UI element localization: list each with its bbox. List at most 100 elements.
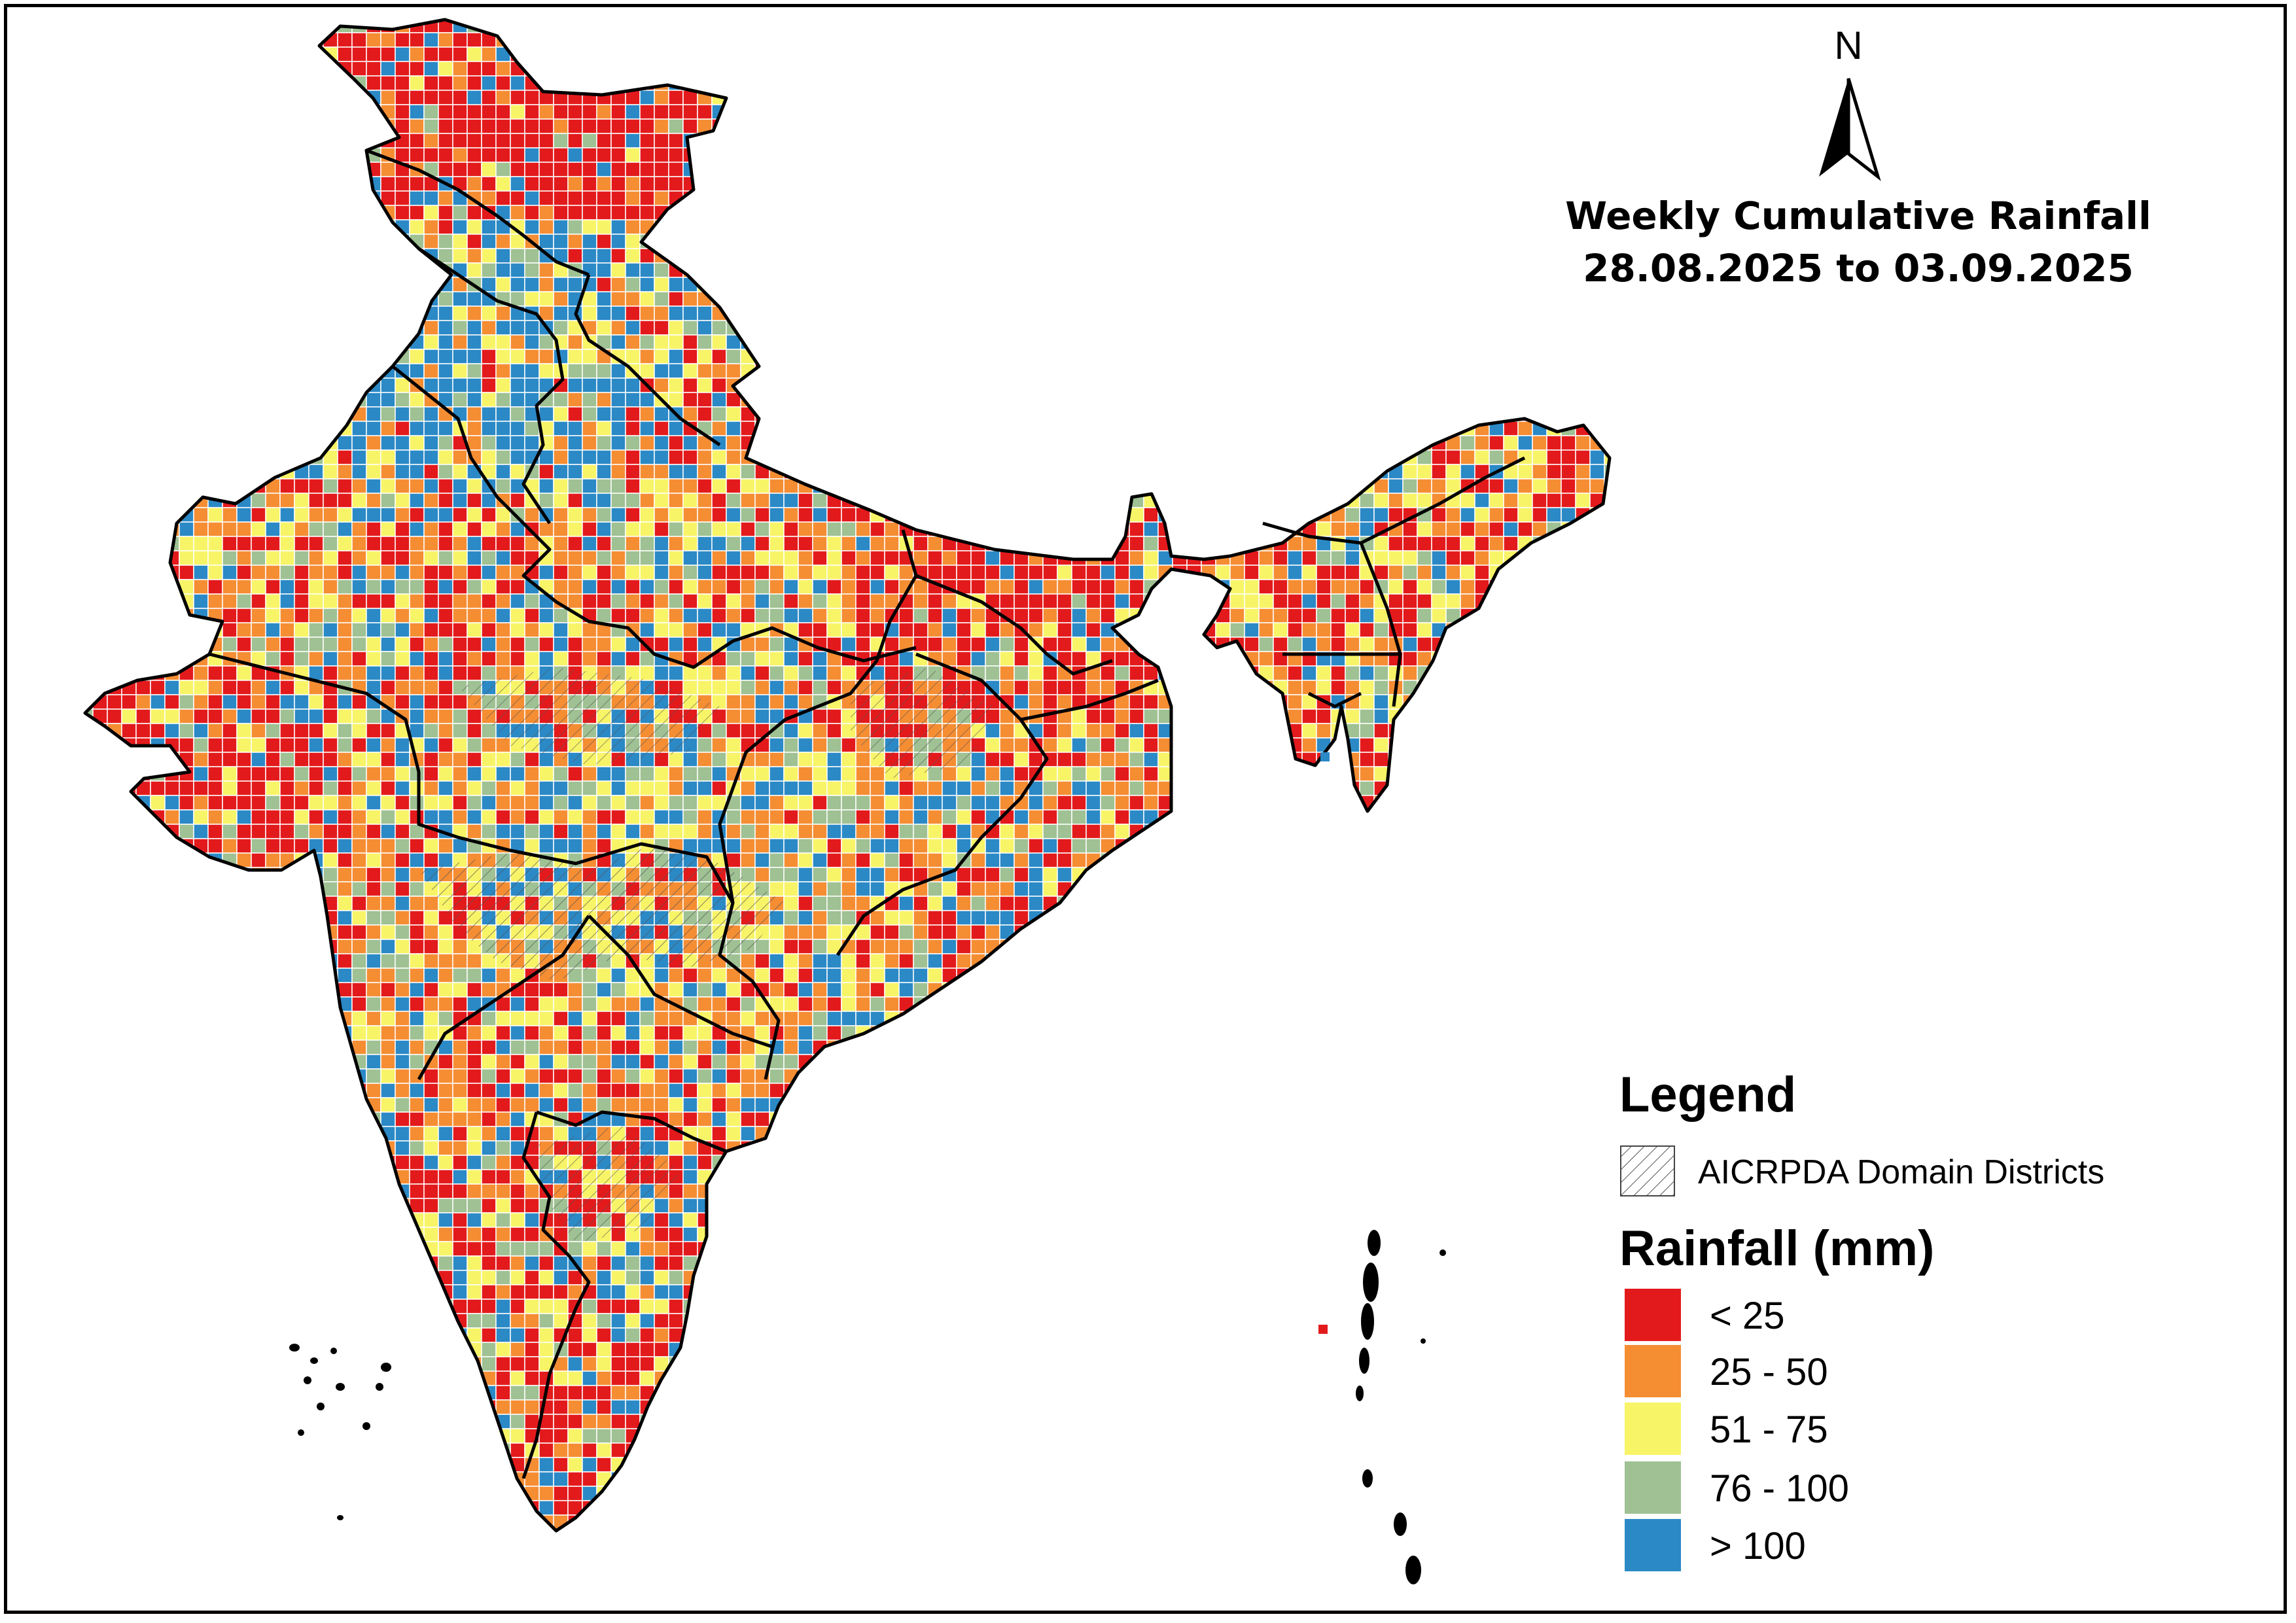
rainfall-grid-cell <box>1359 521 1375 537</box>
rainfall-grid-cell <box>467 406 482 422</box>
rainfall-grid-cell <box>1402 651 1418 667</box>
rainfall-grid-cell <box>1575 104 1591 120</box>
rainfall-grid-cell <box>913 536 928 551</box>
rainfall-grid-cell <box>207 507 223 523</box>
rainfall-grid-cell <box>1086 637 1101 652</box>
rainfall-grid-cell <box>855 363 871 379</box>
rainfall-grid-cell <box>107 651 122 667</box>
rainfall-grid-cell <box>1417 118 1432 134</box>
rainfall-grid-cell <box>1071 61 1087 77</box>
rainfall-grid-cell <box>783 262 799 278</box>
rainfall-grid-cell <box>251 334 266 350</box>
rainfall-grid-cell <box>265 435 281 451</box>
rainfall-grid-cell <box>337 478 353 494</box>
rainfall-grid-cell <box>1373 507 1389 523</box>
rainfall-grid-cell <box>1402 90 1418 105</box>
rainfall-grid-cell <box>1388 478 1404 494</box>
rainfall-grid-cell <box>654 478 669 494</box>
rainfall-grid-cell <box>1172 20 1188 33</box>
rainfall-grid-cell <box>452 637 468 652</box>
rainfall-grid-cell <box>294 651 309 667</box>
rainfall-grid-cell <box>654 277 669 292</box>
rainfall-grid-cell <box>711 205 727 220</box>
rainfall-grid-cell <box>294 46 309 62</box>
rainfall-grid-cell <box>1244 234 1260 249</box>
rainfall-grid-cell <box>1244 579 1260 595</box>
rainfall-grid-cell <box>351 176 367 192</box>
rainfall-grid-cell <box>395 406 410 422</box>
rainfall-grid-cell <box>279 593 295 609</box>
rainfall-grid-cell <box>884 61 900 77</box>
rainfall-grid-cell <box>452 234 468 249</box>
rainfall-grid-cell <box>913 507 928 523</box>
rainfall-grid-cell <box>870 550 885 566</box>
rainfall-grid-cell <box>351 32 367 48</box>
rainfall-grid-cell <box>193 305 209 321</box>
rainfall-grid-cell <box>1359 262 1375 278</box>
rainfall-grid-cell <box>726 579 741 595</box>
rainfall-grid-cell <box>366 435 381 451</box>
rainfall-grid-cell <box>668 90 684 105</box>
rainfall-grid-cell <box>582 32 597 48</box>
rainfall-grid-cell <box>913 90 928 105</box>
rainfall-grid-cell <box>1503 622 1519 638</box>
rainfall-grid-cell <box>1417 219 1432 235</box>
rainfall-grid-cell <box>1359 637 1375 652</box>
rainfall-grid-cell <box>668 46 684 62</box>
rainfall-grid-cell <box>1201 406 1216 422</box>
rainfall-grid-cell <box>927 20 943 33</box>
rainfall-grid-cell <box>179 219 194 235</box>
rainfall-grid-cell <box>1057 291 1072 307</box>
rainfall-grid-cell <box>279 46 295 62</box>
rainfall-grid-cell <box>85 377 94 393</box>
rainfall-grid-cell <box>1071 392 1087 408</box>
rainfall-grid-cell <box>92 75 108 91</box>
rainfall-grid-cell <box>1373 190 1389 206</box>
rainfall-grid-cell <box>1532 363 1547 379</box>
rainfall-grid-cell <box>1373 536 1389 551</box>
rainfall-grid-cell <box>1157 32 1173 48</box>
rainfall-grid-cell <box>1229 435 1245 451</box>
rainfall-grid-cell <box>1345 277 1360 292</box>
rainfall-grid-cell <box>481 507 497 523</box>
rainfall-grid-cell <box>999 536 1015 551</box>
rainfall-grid-cell <box>193 234 209 249</box>
rainfall-grid-cell <box>1561 406 1576 422</box>
rainfall-grid-cell <box>596 248 612 264</box>
rainfall-grid-cell <box>1129 349 1144 364</box>
rainfall-grid-cell <box>1345 435 1360 451</box>
rainfall-grid-cell <box>481 305 497 321</box>
rainfall-grid-cell <box>150 550 166 566</box>
rainfall-grid-cell <box>1172 162 1188 177</box>
rainfall-grid-cell <box>654 20 669 33</box>
rainfall-grid-cell <box>1503 162 1519 177</box>
rainfall-grid-cell <box>1445 262 1461 278</box>
rainfall-grid-cell <box>1244 32 1260 48</box>
rainfall-grid-cell <box>1330 449 1346 465</box>
rainfall-grid-cell <box>682 478 698 494</box>
rainfall-grid-cell <box>1417 277 1432 292</box>
rainfall-grid-cell <box>985 234 1000 249</box>
rainfall-grid-cell <box>1604 593 1610 609</box>
rainfall-grid-cell <box>222 550 238 566</box>
rainfall-grid-cell <box>740 536 756 551</box>
rainfall-grid-cell <box>898 507 914 523</box>
rainfall-grid-cell <box>337 104 353 120</box>
rainfall-grid-cell <box>452 61 468 77</box>
rainfall-grid-cell <box>265 320 281 336</box>
rainfall-grid-cell <box>596 176 612 192</box>
rainfall-grid-cell <box>1301 219 1317 235</box>
rainfall-grid-cell <box>294 680 309 695</box>
rainfall-grid-cell <box>1244 291 1260 307</box>
rainfall-grid-cell <box>711 20 727 33</box>
rainfall-grid-cell <box>452 363 468 379</box>
rainfall-grid-cell <box>409 205 425 220</box>
rainfall-grid-cell <box>884 449 900 465</box>
rainfall-grid-cell <box>1503 90 1519 105</box>
rainfall-grid-cell <box>351 190 367 206</box>
rainfall-grid-cell <box>222 449 238 465</box>
rainfall-grid-cell <box>1517 61 1533 77</box>
rainfall-grid-cell <box>956 20 972 33</box>
rainfall-grid-cell <box>236 507 252 523</box>
rainfall-grid-cell <box>351 248 367 264</box>
